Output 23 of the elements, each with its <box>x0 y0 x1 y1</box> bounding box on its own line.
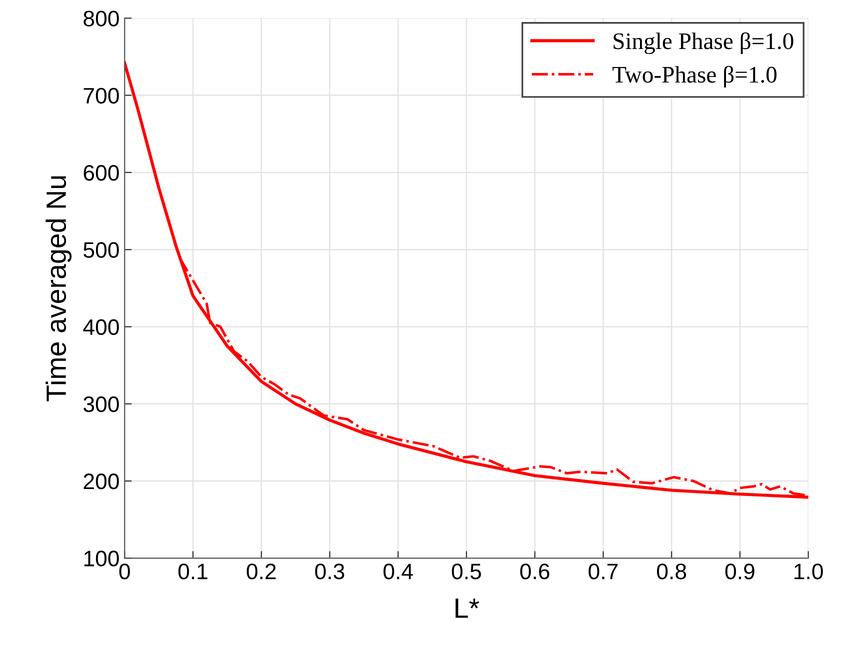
y-tick-label: 100 <box>84 550 119 566</box>
y-tick-label: 600 <box>84 164 119 181</box>
y-tick-label: 800 <box>84 10 119 26</box>
x-tick-label: 0.2 <box>246 564 276 580</box>
x-tick-label: 0.8 <box>657 564 686 580</box>
x-tick-label: 1.0 <box>794 564 823 580</box>
x-axis-title: L* <box>456 598 480 618</box>
x-tick-label: 0.9 <box>725 564 754 580</box>
x-tick-label: 0.5 <box>452 564 481 580</box>
y-tick-label: 300 <box>84 396 119 412</box>
x-tick-label: 0 <box>119 564 130 580</box>
y-axis-title: Time averaged Nu <box>46 176 72 402</box>
x-tick-label: 0.6 <box>520 564 550 580</box>
y-tick-label: 700 <box>84 88 119 104</box>
x-tick-label: 0.7 <box>588 564 618 580</box>
legend-label: Two-Phase β=1.0 <box>612 66 776 88</box>
y-tick-label: 500 <box>84 242 119 258</box>
legend-label: Single Phase β=1.0 <box>614 32 794 54</box>
x-tick-label: 0.1 <box>178 564 208 580</box>
x-tick-label: 0.4 <box>384 564 413 580</box>
y-tick-label: 400 <box>83 319 119 335</box>
x-tick-label: 0.3 <box>315 564 344 580</box>
y-tick-label: 200 <box>84 474 119 490</box>
